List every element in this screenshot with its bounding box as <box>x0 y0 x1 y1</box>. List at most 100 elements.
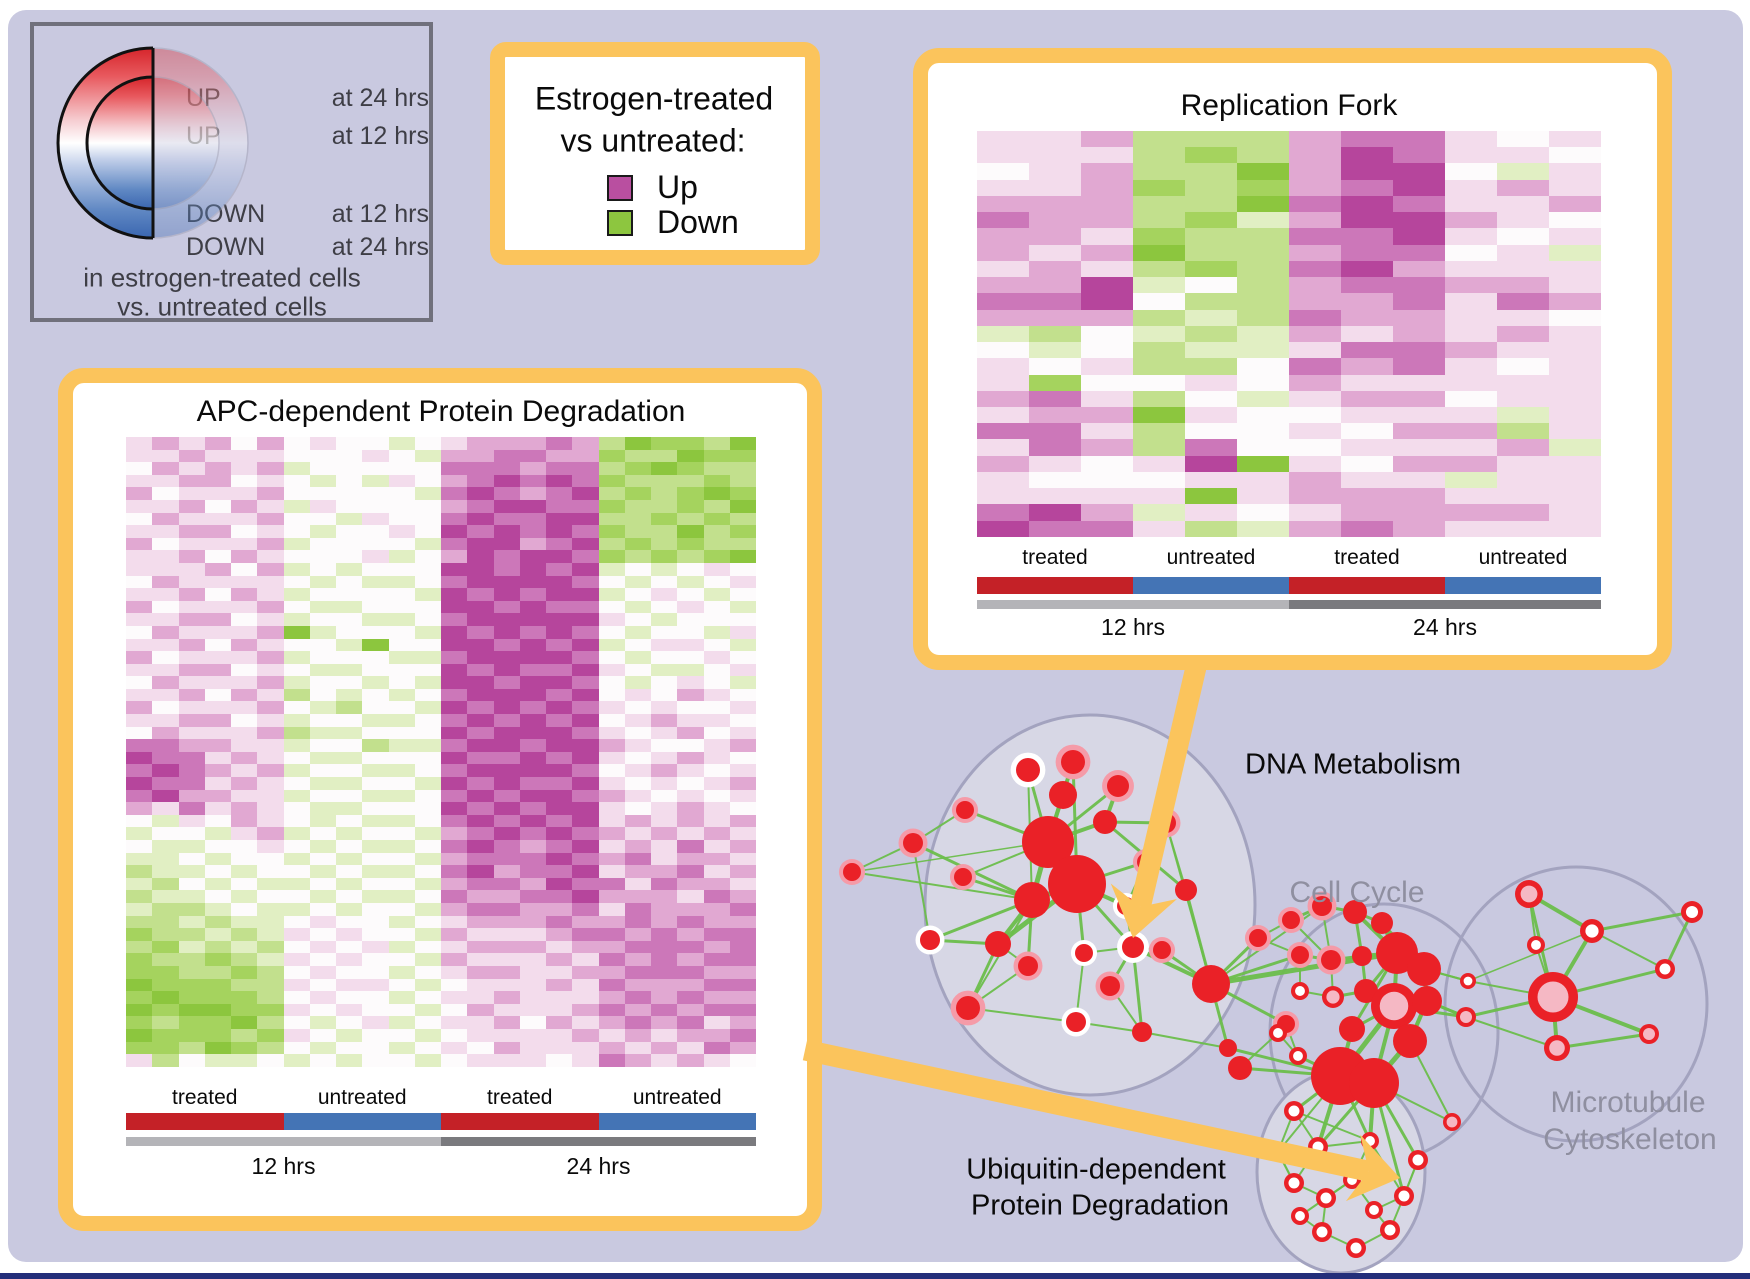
heatmap-cell <box>1549 455 1601 472</box>
heatmap-cell <box>178 852 205 866</box>
heatmap-cell <box>467 575 494 589</box>
heatmap-cell <box>283 499 310 513</box>
heatmap-cell <box>493 449 520 463</box>
heatmap-cell <box>126 902 153 916</box>
heatmap-cell <box>729 814 756 828</box>
heatmap-cell <box>703 890 730 903</box>
heatmap-cell <box>493 1054 520 1067</box>
heatmap-cell <box>729 827 756 840</box>
heatmap-cell <box>598 449 625 463</box>
heatmap-cell <box>1341 244 1393 261</box>
heatmap-cell <box>309 890 336 903</box>
heatmap-cell <box>204 462 231 475</box>
heatmap-cell <box>677 827 704 840</box>
heatmap-cell <box>1029 277 1081 294</box>
heatmap-cell <box>414 1054 441 1067</box>
heatmap-cell <box>414 537 441 551</box>
heatmap-cell <box>1237 520 1289 537</box>
heatmap-cell <box>703 777 730 790</box>
heatmap-cell <box>178 902 205 916</box>
heatmap-cell <box>729 474 756 488</box>
interaction-edge <box>929 898 1033 942</box>
heatmap-cell <box>467 537 494 551</box>
heatmap-cell <box>362 487 389 500</box>
heatmap-cell <box>677 739 704 752</box>
heatmap-cell <box>1029 309 1081 326</box>
heatmap-cell <box>598 965 625 979</box>
heatmap-cell <box>624 953 651 966</box>
heatmap-cell <box>546 512 573 526</box>
heatmap-cell <box>1237 293 1289 310</box>
heatmap-cell <box>152 562 179 576</box>
gene-node <box>1659 963 1671 975</box>
gene-node <box>1350 1242 1362 1254</box>
heatmap-cell <box>388 474 415 488</box>
heatmap-cell <box>546 902 573 916</box>
heatmap-cell <box>572 676 599 689</box>
heatmap-cell <box>336 890 363 903</box>
heatmap-cell <box>257 701 284 715</box>
heatmap-cell <box>257 613 284 626</box>
heatmap-cell <box>126 915 153 929</box>
heatmap-cell <box>283 1028 310 1042</box>
heatmap-cell <box>546 562 573 576</box>
heatmap-cell <box>178 688 205 702</box>
heatmap-cell <box>257 562 284 576</box>
heatmap-cell <box>309 688 336 702</box>
heatmap-cell <box>152 827 179 840</box>
heatmap-cell <box>677 852 704 866</box>
heatmap-cell <box>703 978 730 992</box>
heatmap-cell <box>1133 488 1185 505</box>
heatmap-cell <box>1237 358 1289 375</box>
heatmap-cell <box>572 827 599 840</box>
heatmap-cell <box>467 802 494 815</box>
heatmap-cell <box>703 940 730 954</box>
heatmap-cell <box>467 525 494 538</box>
heatmap-cell <box>257 600 284 614</box>
heatmap-cell <box>1289 260 1341 278</box>
heatmap-cell <box>152 588 179 601</box>
heatmap-cell <box>729 865 756 878</box>
color-bar-segment <box>1133 577 1289 594</box>
heatmap-cell <box>598 978 625 992</box>
heatmap-cell <box>677 940 704 954</box>
apc-time-label: 12 hrs <box>251 1153 316 1179</box>
gene-node <box>1249 929 1267 947</box>
heatmap-cell <box>362 965 389 979</box>
heatmap-cell <box>231 865 258 878</box>
heatmap-cell <box>362 928 389 941</box>
heatmap-cell <box>651 965 678 979</box>
heatmap-cell <box>598 714 625 727</box>
heatmap-cell <box>729 890 756 903</box>
color-bar-segment <box>598 1113 756 1130</box>
heatmap-cell <box>414 751 441 765</box>
heatmap-cell <box>572 777 599 790</box>
heatmap-cell <box>362 877 389 891</box>
heatmap-cell <box>493 651 520 664</box>
heatmap-cell <box>1081 260 1133 278</box>
heatmap-cell <box>1341 325 1393 343</box>
color-bar-segment <box>1445 577 1601 594</box>
heatmap-cell <box>519 1003 546 1017</box>
heatmap-cell <box>467 814 494 828</box>
legend-inner-circle-solid <box>87 77 153 209</box>
heatmap-cell <box>336 676 363 689</box>
heatmap-cell <box>677 965 704 979</box>
heatmap-cell <box>598 739 625 752</box>
heatmap-cell <box>362 978 389 992</box>
color-bar-segment <box>441 1113 599 1130</box>
heatmap-cell <box>493 764 520 778</box>
heatmap-cell <box>362 651 389 664</box>
heatmap-cell <box>231 940 258 954</box>
heatmap-cell <box>178 991 205 1004</box>
heatmap-cell <box>231 499 258 513</box>
heatmap-cell <box>1497 520 1549 537</box>
heatmap-cell <box>703 588 730 601</box>
heatmap-cell <box>493 1016 520 1029</box>
gene-node <box>1066 1012 1086 1032</box>
heatmap-cell <box>126 474 153 488</box>
heatmap-cell <box>1497 325 1549 343</box>
heatmap-cell <box>309 575 336 589</box>
heatmap-cell <box>414 499 441 513</box>
heatmap-cell <box>388 575 415 589</box>
